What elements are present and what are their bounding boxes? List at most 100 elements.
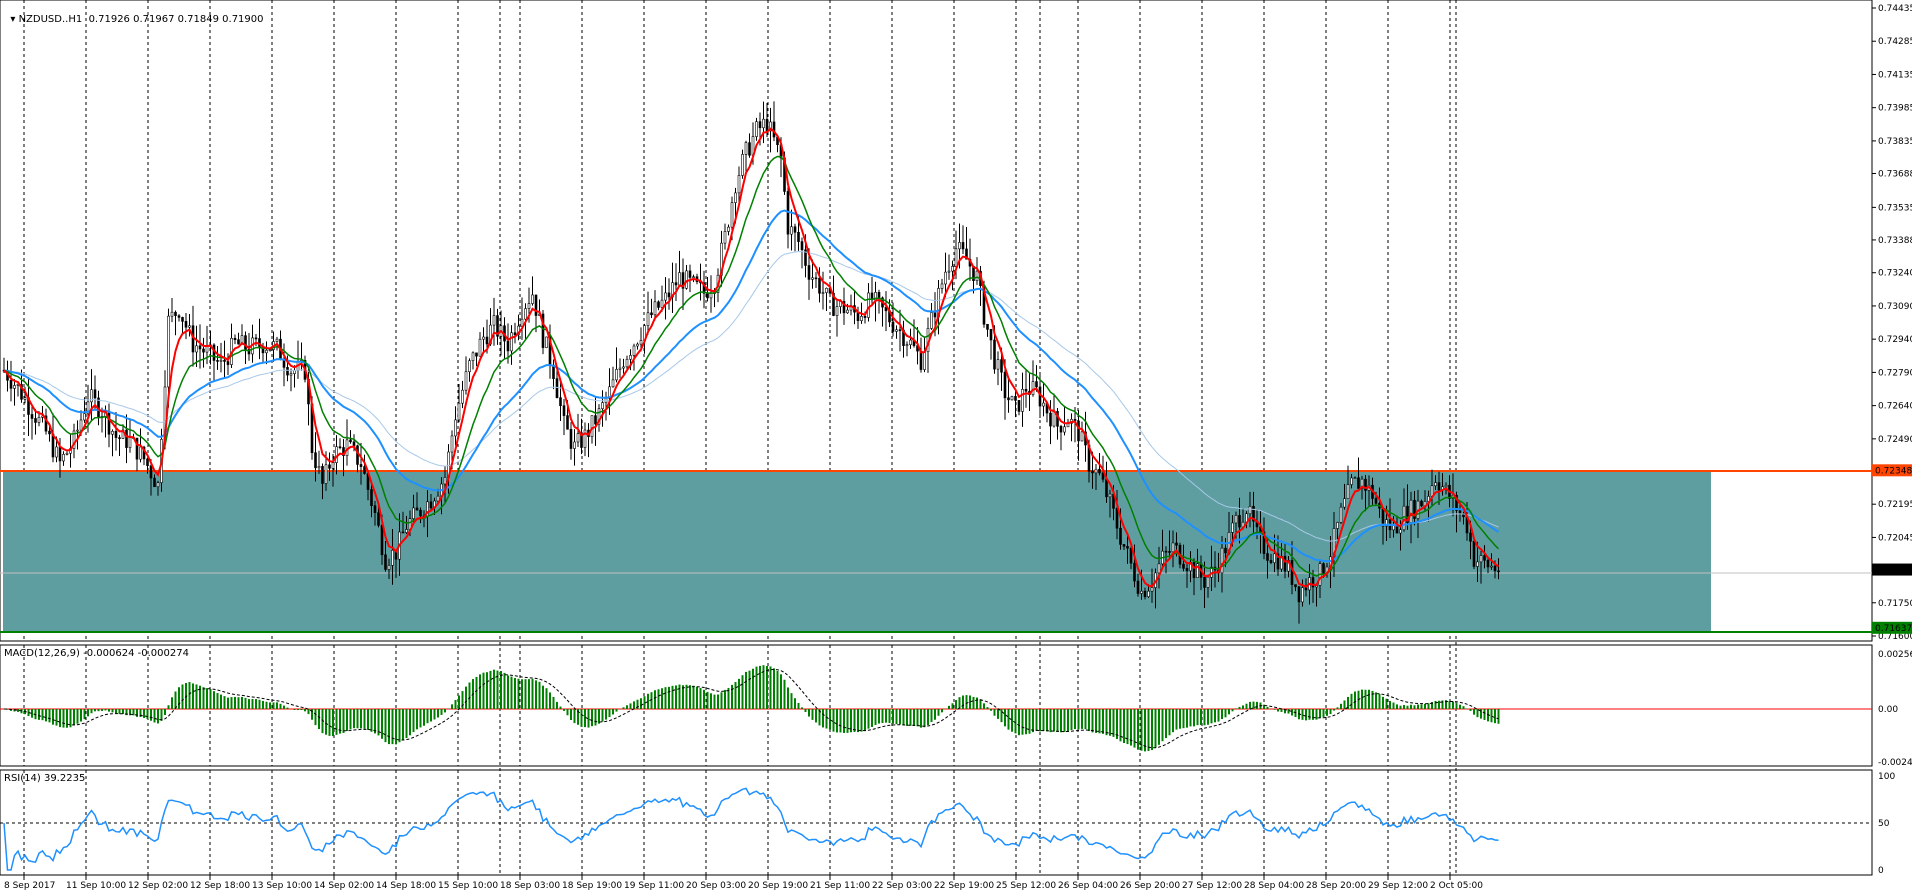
macd-bar (1014, 709, 1017, 734)
candle-body (373, 505, 377, 513)
macd-bar (1329, 709, 1332, 715)
macd-bar (1389, 700, 1391, 709)
macd-bar (864, 709, 866, 732)
macd-bar (1210, 709, 1213, 724)
macd-bar (1371, 690, 1374, 709)
macd-bar (1119, 709, 1122, 742)
macd-bar (80, 709, 82, 722)
macd-bar (1354, 691, 1356, 709)
candle-body (1294, 584, 1297, 588)
candle-body (188, 325, 191, 328)
candle-body (996, 359, 1000, 370)
macd-bar (615, 709, 618, 712)
candle-body (1420, 500, 1423, 507)
candle-body (531, 294, 534, 304)
macd-bar (363, 709, 366, 729)
candle-body (1385, 519, 1388, 527)
candle-body (496, 315, 499, 337)
macd-bar (703, 689, 705, 709)
candle-body (1024, 389, 1028, 392)
macd-bar (892, 709, 894, 724)
collapse-icon[interactable]: ▾ (10, 14, 19, 25)
macd-bar (815, 709, 817, 723)
macd-bar (1438, 700, 1440, 709)
macd-bar (738, 678, 740, 709)
macd-signal-line (3, 668, 1499, 749)
macd-bar (209, 689, 212, 709)
macd-bar (167, 705, 170, 709)
macd-bar (1277, 709, 1279, 712)
macd-bar (1186, 709, 1188, 728)
candle-body (737, 175, 741, 194)
candle-body (1434, 482, 1437, 487)
macd-bar (601, 709, 604, 722)
macd-bar (811, 709, 814, 720)
candle-body (359, 464, 363, 467)
candle-body (1203, 577, 1206, 588)
candle-body (513, 332, 517, 336)
time-tick-label: 18 Sep 19:00 (562, 881, 622, 891)
candle-body (1374, 498, 1378, 504)
macd-bar (1249, 701, 1251, 709)
macd-bar (962, 695, 964, 709)
candle-body (349, 439, 352, 443)
candle-body (1192, 561, 1196, 578)
candle-body (674, 282, 678, 286)
macd-bar (1322, 709, 1325, 717)
macd-bar (479, 674, 481, 709)
macd-bar (1420, 704, 1423, 709)
macd-bar (153, 709, 156, 723)
macd-tick-label: 0.002562 (1878, 650, 1912, 660)
macd-bar (1035, 709, 1038, 732)
macd-bar (920, 709, 922, 728)
candle-body (1336, 522, 1339, 529)
candle-body (639, 340, 643, 345)
macd-bar (860, 709, 863, 732)
macd-bar (69, 709, 72, 728)
macd-bar (1490, 709, 1493, 723)
macd-bar (1301, 709, 1304, 720)
macd-bar (104, 709, 107, 711)
macd-bar (1364, 689, 1367, 709)
macd-bar (1494, 709, 1496, 724)
macd-bar (304, 709, 306, 712)
macd-bar (1455, 703, 1458, 709)
candle-body (76, 429, 79, 432)
candle-body (566, 415, 569, 430)
macd-bar (867, 709, 870, 729)
macd-bar (1172, 709, 1174, 733)
macd-bar (531, 678, 534, 709)
candle-body (156, 482, 160, 488)
macd-bar (906, 709, 908, 726)
macd-bar (598, 709, 600, 724)
time-tick-label: 14 Sep 18:00 (376, 881, 436, 891)
candle-body (758, 121, 762, 129)
macd-bar (682, 685, 684, 709)
price-marker-tag (1872, 621, 1912, 634)
macd-bar (1480, 709, 1482, 719)
macd-bar (857, 709, 859, 733)
candle-body (202, 348, 205, 353)
macd-bar (549, 692, 551, 709)
macd-bar (563, 709, 565, 711)
macd-bar (608, 709, 611, 718)
macd-bar (1221, 709, 1223, 720)
candle-body (975, 270, 979, 281)
macd-bar (643, 696, 646, 709)
candle-body (114, 430, 118, 438)
macd-bar (45, 709, 47, 722)
candle-body (149, 465, 153, 479)
candle-body (1339, 506, 1343, 523)
macd-bar (286, 707, 289, 709)
candle-body (807, 265, 811, 280)
macd-bar (881, 709, 884, 723)
macd-bar (874, 709, 877, 725)
candle-body (860, 316, 863, 321)
macd-bar (1021, 709, 1024, 735)
price-marker-tag (1872, 464, 1912, 477)
candle-body (79, 419, 83, 431)
macd-bar (202, 687, 205, 709)
macd-bar (377, 709, 380, 736)
candle-body (1091, 470, 1094, 474)
